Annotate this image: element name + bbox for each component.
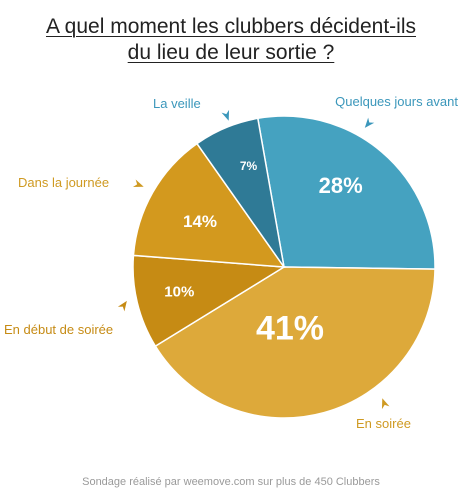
category-label-en-debut-de-soiree: En début de soirée [4,322,113,337]
slice-value-label-en-debut-de-soiree: 10% [164,283,194,300]
category-label-quelques-jours-avant: Quelques jours avant [335,94,458,109]
pointer-arrow-icon [117,300,127,312]
category-label-dans-la-journee: Dans la journée [18,175,109,190]
category-label-la-veille: La veille [153,96,201,111]
pie-slice-en-soiree [154,266,436,419]
pie-slice-la-veille [195,117,285,268]
slice-value-label-la-veille: 7% [240,159,258,173]
chart-title: A quel moment les clubbers décident-ils … [0,14,462,66]
slice-value-label-quelques-jours-avant: 28% [319,173,363,198]
pie-slice-quelques-jours-avant [256,115,436,270]
slice-value-label-dans-la-journee: 14% [183,212,217,231]
slice-value-label-en-soiree: 41% [256,310,324,348]
chart-title-line-2: du lieu de leur sortie ? [127,41,335,64]
pointer-arrow-icon [364,117,375,128]
pointer-arrow-icon [132,179,144,188]
category-label-en-soiree: En soirée [356,416,411,431]
pointer-arrow-icon [221,109,230,121]
pointer-arrow-icon [381,398,390,410]
pie-slice-dans-la-journee [132,142,286,268]
pie-slice-en-debut-de-soiree [132,254,287,348]
survey-source-note: Sondage réalisé par weemove.com sur plus… [82,476,380,488]
chart-title-line-1: A quel moment les clubbers décident-ils [45,15,417,38]
